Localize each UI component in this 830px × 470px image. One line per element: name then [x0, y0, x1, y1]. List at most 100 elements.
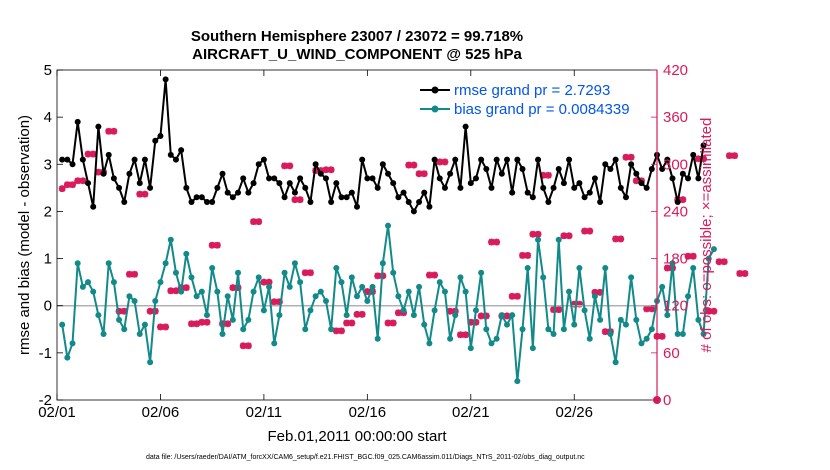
obs-marker	[291, 196, 299, 204]
obs-marker	[519, 252, 526, 259]
bias-point	[90, 288, 97, 295]
rmse-point	[410, 208, 417, 215]
rmse-point	[297, 175, 304, 182]
obs-mark-glyph	[694, 155, 702, 163]
bias-point	[483, 326, 490, 333]
obs-marker	[529, 230, 537, 238]
obs-mark-glyph	[493, 238, 501, 246]
obs-marker	[720, 258, 728, 266]
bias-point	[607, 331, 614, 337]
bias-point	[669, 260, 676, 267]
obs-marker	[467, 318, 475, 326]
bias-point	[622, 321, 629, 328]
rmse-point	[229, 194, 236, 201]
bias-point	[602, 265, 609, 271]
obs-marker	[405, 161, 413, 169]
rmse-point	[338, 194, 345, 201]
bias-point	[426, 340, 433, 347]
obs-mark-glyph	[570, 300, 578, 308]
bias-point	[405, 288, 412, 295]
bias-point	[178, 288, 185, 295]
obs-mark-glyph	[457, 331, 464, 339]
obs-mark-glyph	[229, 284, 237, 292]
obs-marker	[327, 166, 335, 174]
bias-point	[204, 312, 210, 319]
bias-point	[147, 359, 154, 366]
obs-marker	[94, 168, 102, 176]
obs-mark-glyph	[446, 307, 454, 315]
obs-marker	[591, 288, 599, 296]
obs-mark-glyph	[131, 270, 138, 278]
obs-mark-glyph	[332, 327, 340, 335]
rmse-point	[586, 189, 593, 196]
rmse-point	[359, 156, 366, 163]
obs-mark-glyph	[524, 252, 532, 259]
obs-mark-glyph	[141, 190, 149, 198]
bias-point	[214, 288, 221, 295]
obs-marker	[415, 170, 423, 178]
rmse-point	[255, 161, 262, 168]
bias-point	[467, 345, 474, 352]
obs-mark-glyph	[622, 153, 630, 161]
obs-mark-glyph	[63, 181, 71, 189]
obs-marker	[550, 306, 557, 314]
obs-marker	[726, 152, 733, 160]
y-tick-label: 5	[44, 62, 52, 79]
bias-point	[110, 279, 117, 286]
obs-marker	[162, 323, 170, 331]
rmse-point	[322, 175, 329, 182]
bias-point	[576, 265, 583, 271]
bias-point	[685, 293, 692, 300]
obs-marker	[431, 271, 438, 279]
bias-point	[498, 312, 505, 319]
obs-marker	[255, 218, 263, 226]
obs-mark-glyph	[519, 252, 526, 259]
bias-point	[328, 326, 335, 333]
obs-marker	[477, 312, 485, 320]
bias-point	[312, 293, 319, 300]
bias-point	[571, 321, 578, 328]
rmse-point	[343, 194, 350, 201]
obs-mark-glyph	[281, 162, 288, 170]
obs-mark-glyph	[627, 153, 635, 161]
obs-marker	[648, 305, 656, 313]
rmse-point	[674, 199, 681, 205]
bias-point	[240, 326, 247, 333]
obs-mark-glyph	[513, 292, 521, 300]
obs-mark-glyph	[591, 288, 599, 296]
rmse-point	[571, 184, 578, 191]
bias-point	[597, 316, 604, 323]
obs-mark-glyph	[389, 319, 397, 327]
bias-point	[348, 274, 355, 281]
obs-marker	[534, 230, 542, 238]
obs-marker	[120, 307, 128, 315]
bias-point	[540, 274, 547, 281]
bias-point	[457, 274, 464, 281]
obs-mark-glyph	[208, 241, 216, 249]
rmse-point	[379, 161, 386, 168]
bias-point	[209, 265, 216, 271]
obs-mark-glyph	[632, 177, 640, 185]
bias-point	[281, 269, 288, 276]
obs-marker	[731, 152, 738, 160]
obs-mark-glyph	[343, 319, 351, 327]
rmse-point	[602, 161, 609, 168]
y-tick-label: -1	[39, 345, 52, 362]
obs-marker	[219, 320, 226, 328]
rmse-point	[529, 194, 536, 201]
bias-point	[188, 274, 195, 281]
obs-marker	[353, 310, 361, 318]
obs-marker	[446, 307, 454, 315]
obs-marker	[710, 307, 718, 315]
obs-marker	[84, 150, 92, 158]
rmse-point	[69, 161, 76, 168]
obs-mark-glyph	[317, 167, 325, 174]
obs-mark-glyph	[276, 298, 283, 306]
obs-mark-glyph	[74, 177, 82, 185]
obs-mark-glyph	[612, 235, 620, 243]
obs-marker	[679, 196, 687, 204]
bias-point	[374, 335, 381, 342]
y2-tick-label: 300	[663, 156, 688, 173]
bias-point	[250, 288, 257, 295]
rmse-point	[441, 184, 448, 191]
